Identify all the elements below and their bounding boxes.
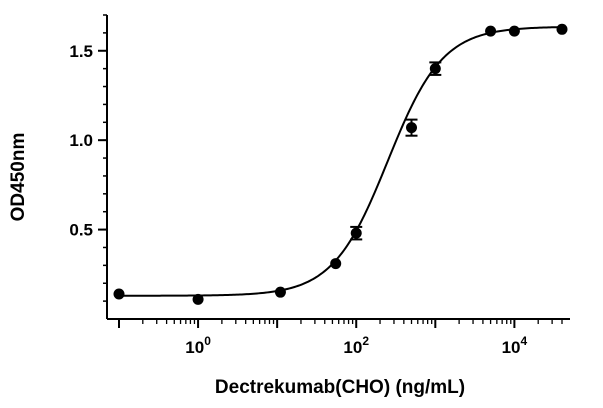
x-tick-label: 100 [185,334,211,357]
x-axis-label: Dectrekumab(CHO) (ng/mL) [215,377,465,398]
y-axis: 0.5 1.0 1.5 [69,14,108,319]
fit-curve-group [119,26,563,297]
x-axis: 100 102 104 [107,318,570,357]
data-point [485,25,497,37]
data-point [508,25,520,37]
y-tick-label: 1.5 [69,42,93,61]
data-point [192,293,204,305]
data-point [350,227,362,239]
data-points [113,23,568,305]
fit-curve [119,26,563,297]
y-tick-label: 1.0 [69,131,93,150]
y-tick-label: 0.5 [69,221,93,240]
x-tick-label: 102 [343,334,369,357]
data-point [113,288,125,300]
data-point [556,23,568,35]
y-axis-label: OD450nm [8,133,29,222]
x-tick-label: 104 [502,334,528,357]
data-point [429,63,441,75]
data-point [274,286,286,298]
data-point [330,258,342,270]
data-point [406,122,418,134]
